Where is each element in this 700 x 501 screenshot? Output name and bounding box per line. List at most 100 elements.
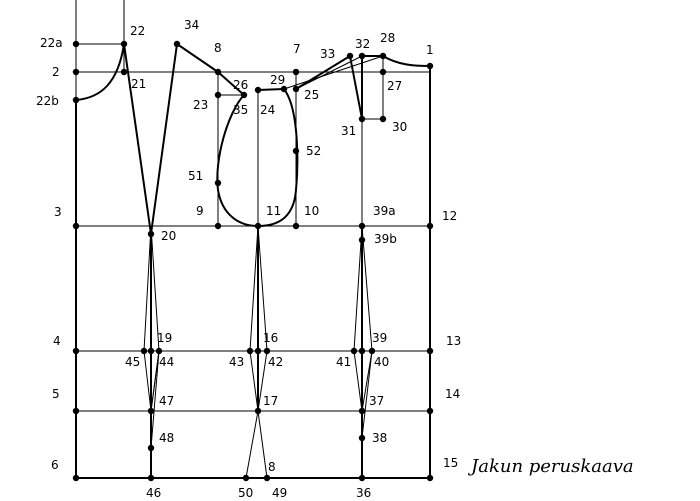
point-marker bbox=[426, 222, 434, 230]
pattern-points bbox=[72, 40, 434, 482]
point-marker bbox=[263, 474, 271, 482]
point-label: 34 bbox=[184, 18, 199, 32]
point-marker bbox=[379, 115, 387, 123]
point-label: 49 bbox=[272, 486, 287, 500]
point-marker bbox=[246, 347, 254, 355]
point-label: 6 bbox=[51, 458, 59, 472]
point-marker bbox=[358, 474, 366, 482]
point-marker bbox=[147, 444, 155, 452]
point-label: 8 bbox=[214, 41, 222, 55]
point-marker bbox=[280, 85, 288, 93]
point-label: 51 bbox=[188, 169, 203, 183]
point-label: 10 bbox=[304, 204, 319, 218]
point-label: 22a bbox=[40, 36, 63, 50]
point-marker bbox=[358, 236, 366, 244]
point-marker bbox=[72, 474, 80, 482]
point-label: 39b bbox=[374, 232, 397, 246]
point-label: 15 bbox=[443, 456, 458, 470]
point-marker bbox=[214, 91, 222, 99]
point-label: 52 bbox=[306, 144, 321, 158]
point-marker bbox=[72, 40, 80, 48]
point-marker bbox=[147, 407, 155, 415]
point-label: 2 bbox=[52, 65, 60, 79]
point-label: 31 bbox=[341, 124, 356, 138]
point-marker bbox=[358, 407, 366, 415]
point-marker bbox=[350, 347, 358, 355]
point-label: 24 bbox=[260, 103, 275, 117]
point-marker bbox=[254, 86, 262, 94]
point-label: 43 bbox=[229, 355, 244, 369]
point-label: 48 bbox=[159, 431, 174, 445]
point-label: 1 bbox=[426, 43, 434, 57]
point-label: 8 bbox=[268, 460, 276, 474]
point-marker bbox=[254, 347, 262, 355]
point-marker bbox=[292, 222, 300, 230]
point-label: 39a bbox=[373, 204, 396, 218]
point-label: 32 bbox=[355, 37, 370, 51]
point-marker bbox=[254, 407, 262, 415]
point-label: 38 bbox=[372, 431, 387, 445]
point-marker bbox=[292, 68, 300, 76]
point-marker bbox=[254, 222, 262, 230]
point-label: 3 bbox=[54, 205, 62, 219]
point-marker bbox=[214, 68, 222, 76]
point-marker bbox=[379, 52, 387, 60]
point-label: 20 bbox=[161, 229, 176, 243]
point-label: 5 bbox=[52, 387, 60, 401]
point-label: 42 bbox=[268, 355, 283, 369]
point-marker bbox=[358, 222, 366, 230]
point-marker bbox=[147, 347, 155, 355]
point-label: 47 bbox=[159, 394, 174, 408]
point-marker bbox=[379, 68, 387, 76]
point-label: 17 bbox=[263, 394, 278, 408]
point-label: 13 bbox=[446, 334, 461, 348]
point-marker bbox=[358, 347, 366, 355]
point-marker bbox=[242, 474, 250, 482]
point-marker bbox=[426, 347, 434, 355]
point-label: 30 bbox=[392, 120, 407, 134]
point-marker bbox=[292, 85, 300, 93]
point-label: 22b bbox=[36, 94, 59, 108]
point-label: 14 bbox=[445, 387, 460, 401]
point-label: 25 bbox=[304, 88, 319, 102]
point-marker bbox=[147, 474, 155, 482]
point-marker bbox=[358, 115, 366, 123]
point-marker bbox=[72, 347, 80, 355]
point-marker bbox=[263, 347, 271, 355]
point-marker bbox=[240, 91, 248, 99]
point-label: 19 bbox=[157, 331, 172, 345]
point-label: 27 bbox=[387, 79, 402, 93]
point-label: 41 bbox=[336, 355, 351, 369]
point-marker bbox=[72, 407, 80, 415]
point-marker bbox=[426, 474, 434, 482]
point-marker bbox=[426, 62, 434, 70]
point-marker bbox=[214, 222, 222, 230]
point-label: 28 bbox=[380, 31, 395, 45]
point-marker bbox=[72, 222, 80, 230]
point-label: 29 bbox=[270, 73, 285, 87]
point-label: 35 bbox=[233, 103, 248, 117]
pattern-outline bbox=[75, 43, 431, 479]
point-label: 39 bbox=[372, 331, 387, 345]
point-marker bbox=[120, 68, 128, 76]
point-label: 33 bbox=[320, 47, 335, 61]
point-marker bbox=[426, 407, 434, 415]
point-marker bbox=[173, 40, 181, 48]
point-marker bbox=[292, 147, 300, 155]
point-label: 21 bbox=[131, 77, 146, 91]
point-label: 44 bbox=[159, 355, 174, 369]
point-label: 22 bbox=[130, 24, 145, 38]
point-marker bbox=[72, 96, 80, 104]
point-label: 50 bbox=[238, 486, 253, 500]
point-label: 16 bbox=[263, 331, 278, 345]
point-label: 12 bbox=[442, 209, 457, 223]
point-label: 37 bbox=[369, 394, 384, 408]
point-label: 26 bbox=[233, 78, 248, 92]
point-marker bbox=[120, 40, 128, 48]
diagram-caption: Jakun peruskaava bbox=[471, 456, 634, 477]
point-marker bbox=[358, 434, 366, 442]
point-marker bbox=[147, 230, 155, 238]
point-marker bbox=[140, 347, 148, 355]
